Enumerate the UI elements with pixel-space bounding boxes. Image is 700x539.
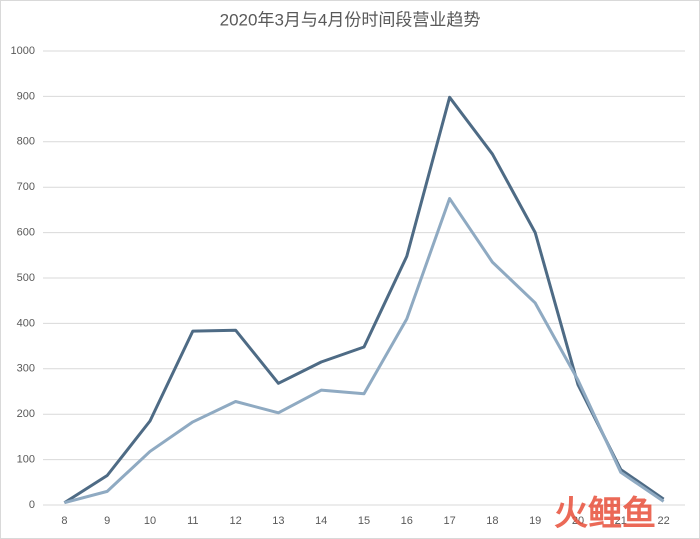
- y-tick-label: 900: [17, 90, 35, 102]
- y-tick-label: 700: [17, 181, 35, 193]
- x-tick-label: 10: [144, 515, 156, 527]
- y-tick-label: 400: [17, 317, 35, 329]
- x-tick-label: 13: [272, 515, 284, 527]
- chart-title: 2020年3月与4月份时间段营业趋势: [220, 10, 481, 29]
- x-tick-label: 20: [572, 515, 584, 527]
- x-tick-label: 18: [486, 515, 498, 527]
- y-tick-label: 500: [17, 272, 35, 284]
- y-tick-label: 0: [29, 499, 35, 511]
- watermark: 火鲤鱼: [554, 495, 656, 533]
- x-tick-label: 9: [104, 515, 110, 527]
- y-tick-label: 600: [17, 227, 35, 239]
- y-tick-label: 100: [17, 454, 35, 466]
- x-tick-label: 21: [615, 515, 627, 527]
- series-line: [64, 197, 665, 505]
- x-tick-label: 11: [187, 515, 198, 527]
- y-tick-label: 300: [17, 363, 35, 375]
- x-tick-label: 12: [229, 515, 241, 527]
- y-tick-label: 1000: [11, 45, 35, 57]
- y-tick-label: 800: [17, 136, 35, 148]
- series-line: [63, 95, 665, 504]
- x-tick-label: 15: [358, 515, 370, 527]
- x-tick-label: 14: [315, 515, 327, 527]
- x-tick-label: 17: [443, 515, 455, 527]
- x-tick-label: 19: [529, 515, 541, 527]
- x-tick-label: 22: [657, 515, 669, 527]
- x-tick-label: 8: [61, 515, 67, 527]
- y-tick-label: 200: [17, 408, 35, 420]
- x-tick-label: 16: [401, 515, 413, 527]
